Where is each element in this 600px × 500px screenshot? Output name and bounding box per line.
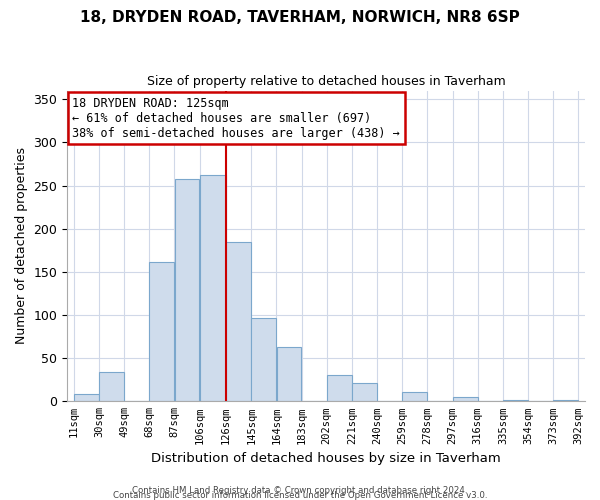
Text: 18, DRYDEN ROAD, TAVERHAM, NORWICH, NR8 6SP: 18, DRYDEN ROAD, TAVERHAM, NORWICH, NR8 … xyxy=(80,10,520,25)
Text: Contains HM Land Registry data © Crown copyright and database right 2024.: Contains HM Land Registry data © Crown c… xyxy=(132,486,468,495)
Bar xyxy=(403,392,427,402)
Bar xyxy=(175,180,199,402)
X-axis label: Distribution of detached houses by size in Taverham: Distribution of detached houses by size … xyxy=(151,452,501,465)
Bar xyxy=(553,400,578,402)
Text: Contains public sector information licensed under the Open Government Licence v3: Contains public sector information licen… xyxy=(113,491,487,500)
Bar xyxy=(453,397,478,402)
Bar xyxy=(226,242,251,402)
Y-axis label: Number of detached properties: Number of detached properties xyxy=(15,148,28,344)
Bar xyxy=(74,394,99,402)
Text: 18 DRYDEN ROAD: 125sqm
← 61% of detached houses are smaller (697)
38% of semi-de: 18 DRYDEN ROAD: 125sqm ← 61% of detached… xyxy=(73,97,400,140)
Bar xyxy=(251,318,276,402)
Bar xyxy=(200,175,226,402)
Bar xyxy=(277,347,301,402)
Bar xyxy=(503,400,528,402)
Bar xyxy=(352,383,377,402)
Bar xyxy=(99,372,124,402)
Bar xyxy=(149,262,174,402)
Title: Size of property relative to detached houses in Taverham: Size of property relative to detached ho… xyxy=(147,75,505,88)
Bar xyxy=(327,376,352,402)
